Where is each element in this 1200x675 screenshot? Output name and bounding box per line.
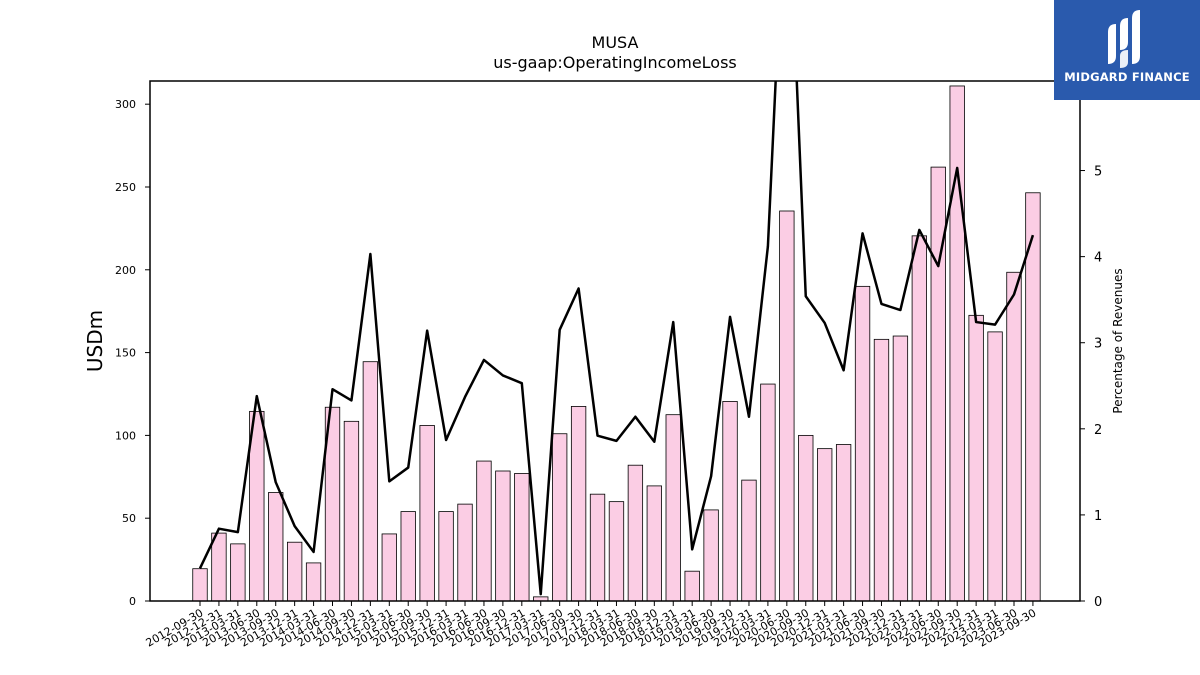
- bar: [192, 568, 208, 602]
- y-tick-label: 50: [122, 512, 136, 525]
- y-axis-right: 0 1 2 3 4 5: [1080, 165, 1102, 610]
- y-tick-label: 0: [129, 595, 136, 608]
- bar: [211, 532, 227, 602]
- line-layer: [198, 81, 1035, 596]
- bar: [495, 470, 511, 602]
- bar: [779, 210, 795, 602]
- y-tick-label: 250: [115, 181, 136, 194]
- bar: [911, 235, 927, 602]
- bar: [646, 485, 662, 602]
- bar: [817, 448, 833, 602]
- bar: [987, 331, 1003, 602]
- bar: [230, 543, 246, 602]
- bar: [457, 503, 473, 602]
- bar: [514, 473, 530, 602]
- y2-tick-label: 3: [1094, 337, 1102, 352]
- y2-tick-label: 1: [1094, 509, 1102, 524]
- y-tick-label: 300: [115, 98, 136, 111]
- midgard-logo-icon: [1108, 10, 1140, 68]
- bar: [665, 414, 681, 602]
- bar: [570, 406, 587, 602]
- bar: [608, 501, 625, 602]
- bar: [286, 541, 303, 602]
- bar: [703, 509, 719, 602]
- y2-tick-label: 2: [1094, 423, 1102, 438]
- bar: [873, 338, 890, 602]
- bar: [741, 479, 757, 602]
- bar: [305, 562, 322, 602]
- bar: [438, 511, 454, 602]
- y2-tick-label: 5: [1094, 165, 1102, 180]
- y-tick-label: 100: [115, 429, 136, 442]
- y-tick-label: 200: [115, 264, 136, 277]
- chart-title: MUSA: [592, 33, 639, 52]
- bar: [798, 434, 814, 602]
- y2-tick-label: 0: [1094, 595, 1102, 610]
- bar: [627, 464, 644, 602]
- bar: [552, 433, 568, 602]
- bar: [400, 511, 416, 602]
- bar: [476, 460, 492, 602]
- y-axis-left: 0 50 100 150 200 250 300: [115, 98, 150, 608]
- bar: [381, 533, 397, 602]
- bar: [722, 401, 738, 602]
- y-axis-label: USDm: [83, 310, 107, 372]
- x-axis: 2012-09-302012-12-312013-03-312013-06-30…: [144, 601, 1038, 650]
- bar: [949, 85, 965, 602]
- bar: [589, 493, 606, 602]
- plot-frame: [149, 80, 1081, 602]
- bar: [930, 166, 946, 602]
- bar: [362, 361, 379, 602]
- bar: [419, 425, 435, 602]
- bar: [760, 383, 776, 602]
- y2-tick-label: 4: [1094, 251, 1102, 266]
- bar: [343, 420, 360, 602]
- series-line: [198, 81, 1035, 596]
- bar: [892, 335, 909, 602]
- y-tick-label: 150: [115, 347, 136, 360]
- y2-axis-label: Percentage of Revenues: [1111, 268, 1125, 413]
- bar: [835, 444, 852, 602]
- chart-subtitle: us-gaap:OperatingIncomeLoss: [493, 53, 737, 72]
- brand-logo: MIDGARD FINANCE: [1054, 0, 1200, 100]
- bar: [684, 570, 700, 602]
- bar: [268, 492, 284, 602]
- bar: [854, 285, 871, 602]
- logo-text: MIDGARD FINANCE: [1064, 70, 1190, 84]
- bars-layer: [192, 85, 1041, 602]
- bar: [1006, 271, 1022, 602]
- bar: [968, 314, 984, 602]
